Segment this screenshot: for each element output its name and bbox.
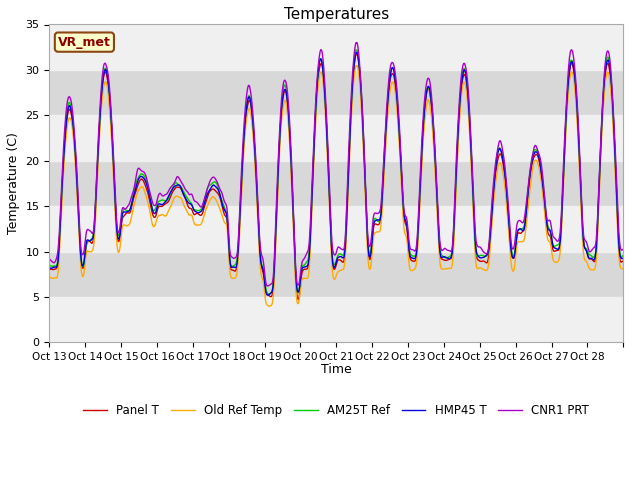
Old Ref Temp [135,187,143,192]
Old Ref Temp [311,137,319,143]
Panel T [311,127,319,132]
HMP45 T [472,248,480,254]
AM25T Ref [472,252,480,258]
Panel T [322,106,330,111]
CNR1 PRT [45,256,53,262]
Old Ref Temp [322,117,330,122]
Panel T [472,252,480,258]
AM25T Ref [311,124,319,130]
Panel T [294,297,302,302]
Old Ref Temp [557,245,564,251]
Bar [49,115,623,161]
Text: VR_met: VR_met [58,36,111,48]
Old Ref Temp [353,62,360,68]
Line: Old Ref Temp: Old Ref Temp [49,65,623,306]
X-axis label: Time: Time [321,363,352,376]
HMP45 T [264,292,271,298]
HMP45 T [45,265,53,271]
Bar [49,297,623,342]
CNR1 PRT [472,240,480,245]
Panel T [353,50,360,56]
CNR1 PRT [264,283,271,289]
Title: Temperatures: Temperatures [284,7,389,22]
Panel T [135,179,143,185]
CNR1 PRT [353,40,360,46]
CNR1 PRT [135,166,143,171]
HMP45 T [311,123,319,129]
AM25T Ref [265,291,273,297]
Line: HMP45 T: HMP45 T [49,52,623,295]
Panel T [45,266,53,272]
Old Ref Temp [612,203,620,208]
Bar [49,206,623,252]
HMP45 T [620,255,627,261]
AM25T Ref [135,173,143,179]
CNR1 PRT [557,226,564,232]
Bar [49,24,623,70]
AM25T Ref [353,47,360,53]
Legend: Panel T, Old Ref Temp, AM25T Ref, HMP45 T, CNR1 PRT: Panel T, Old Ref Temp, AM25T Ref, HMP45 … [79,399,594,421]
CNR1 PRT [612,178,620,183]
HMP45 T [612,190,620,195]
HMP45 T [135,175,143,181]
Panel T [557,237,564,242]
CNR1 PRT [322,96,330,102]
Line: Panel T: Panel T [49,53,623,300]
AM25T Ref [322,105,330,110]
AM25T Ref [557,232,564,238]
Line: CNR1 PRT: CNR1 PRT [49,43,623,286]
Old Ref Temp [472,263,480,269]
Old Ref Temp [266,303,273,309]
Line: AM25T Ref: AM25T Ref [49,50,623,294]
Y-axis label: Temperature (C): Temperature (C) [7,132,20,234]
CNR1 PRT [311,116,319,121]
AM25T Ref [612,188,620,194]
Panel T [620,258,627,264]
HMP45 T [322,107,330,112]
HMP45 T [557,235,564,241]
Panel T [612,192,620,198]
AM25T Ref [45,262,53,268]
CNR1 PRT [620,246,627,252]
Old Ref Temp [45,274,53,280]
HMP45 T [353,49,360,55]
Old Ref Temp [620,266,627,272]
AM25T Ref [620,252,627,258]
